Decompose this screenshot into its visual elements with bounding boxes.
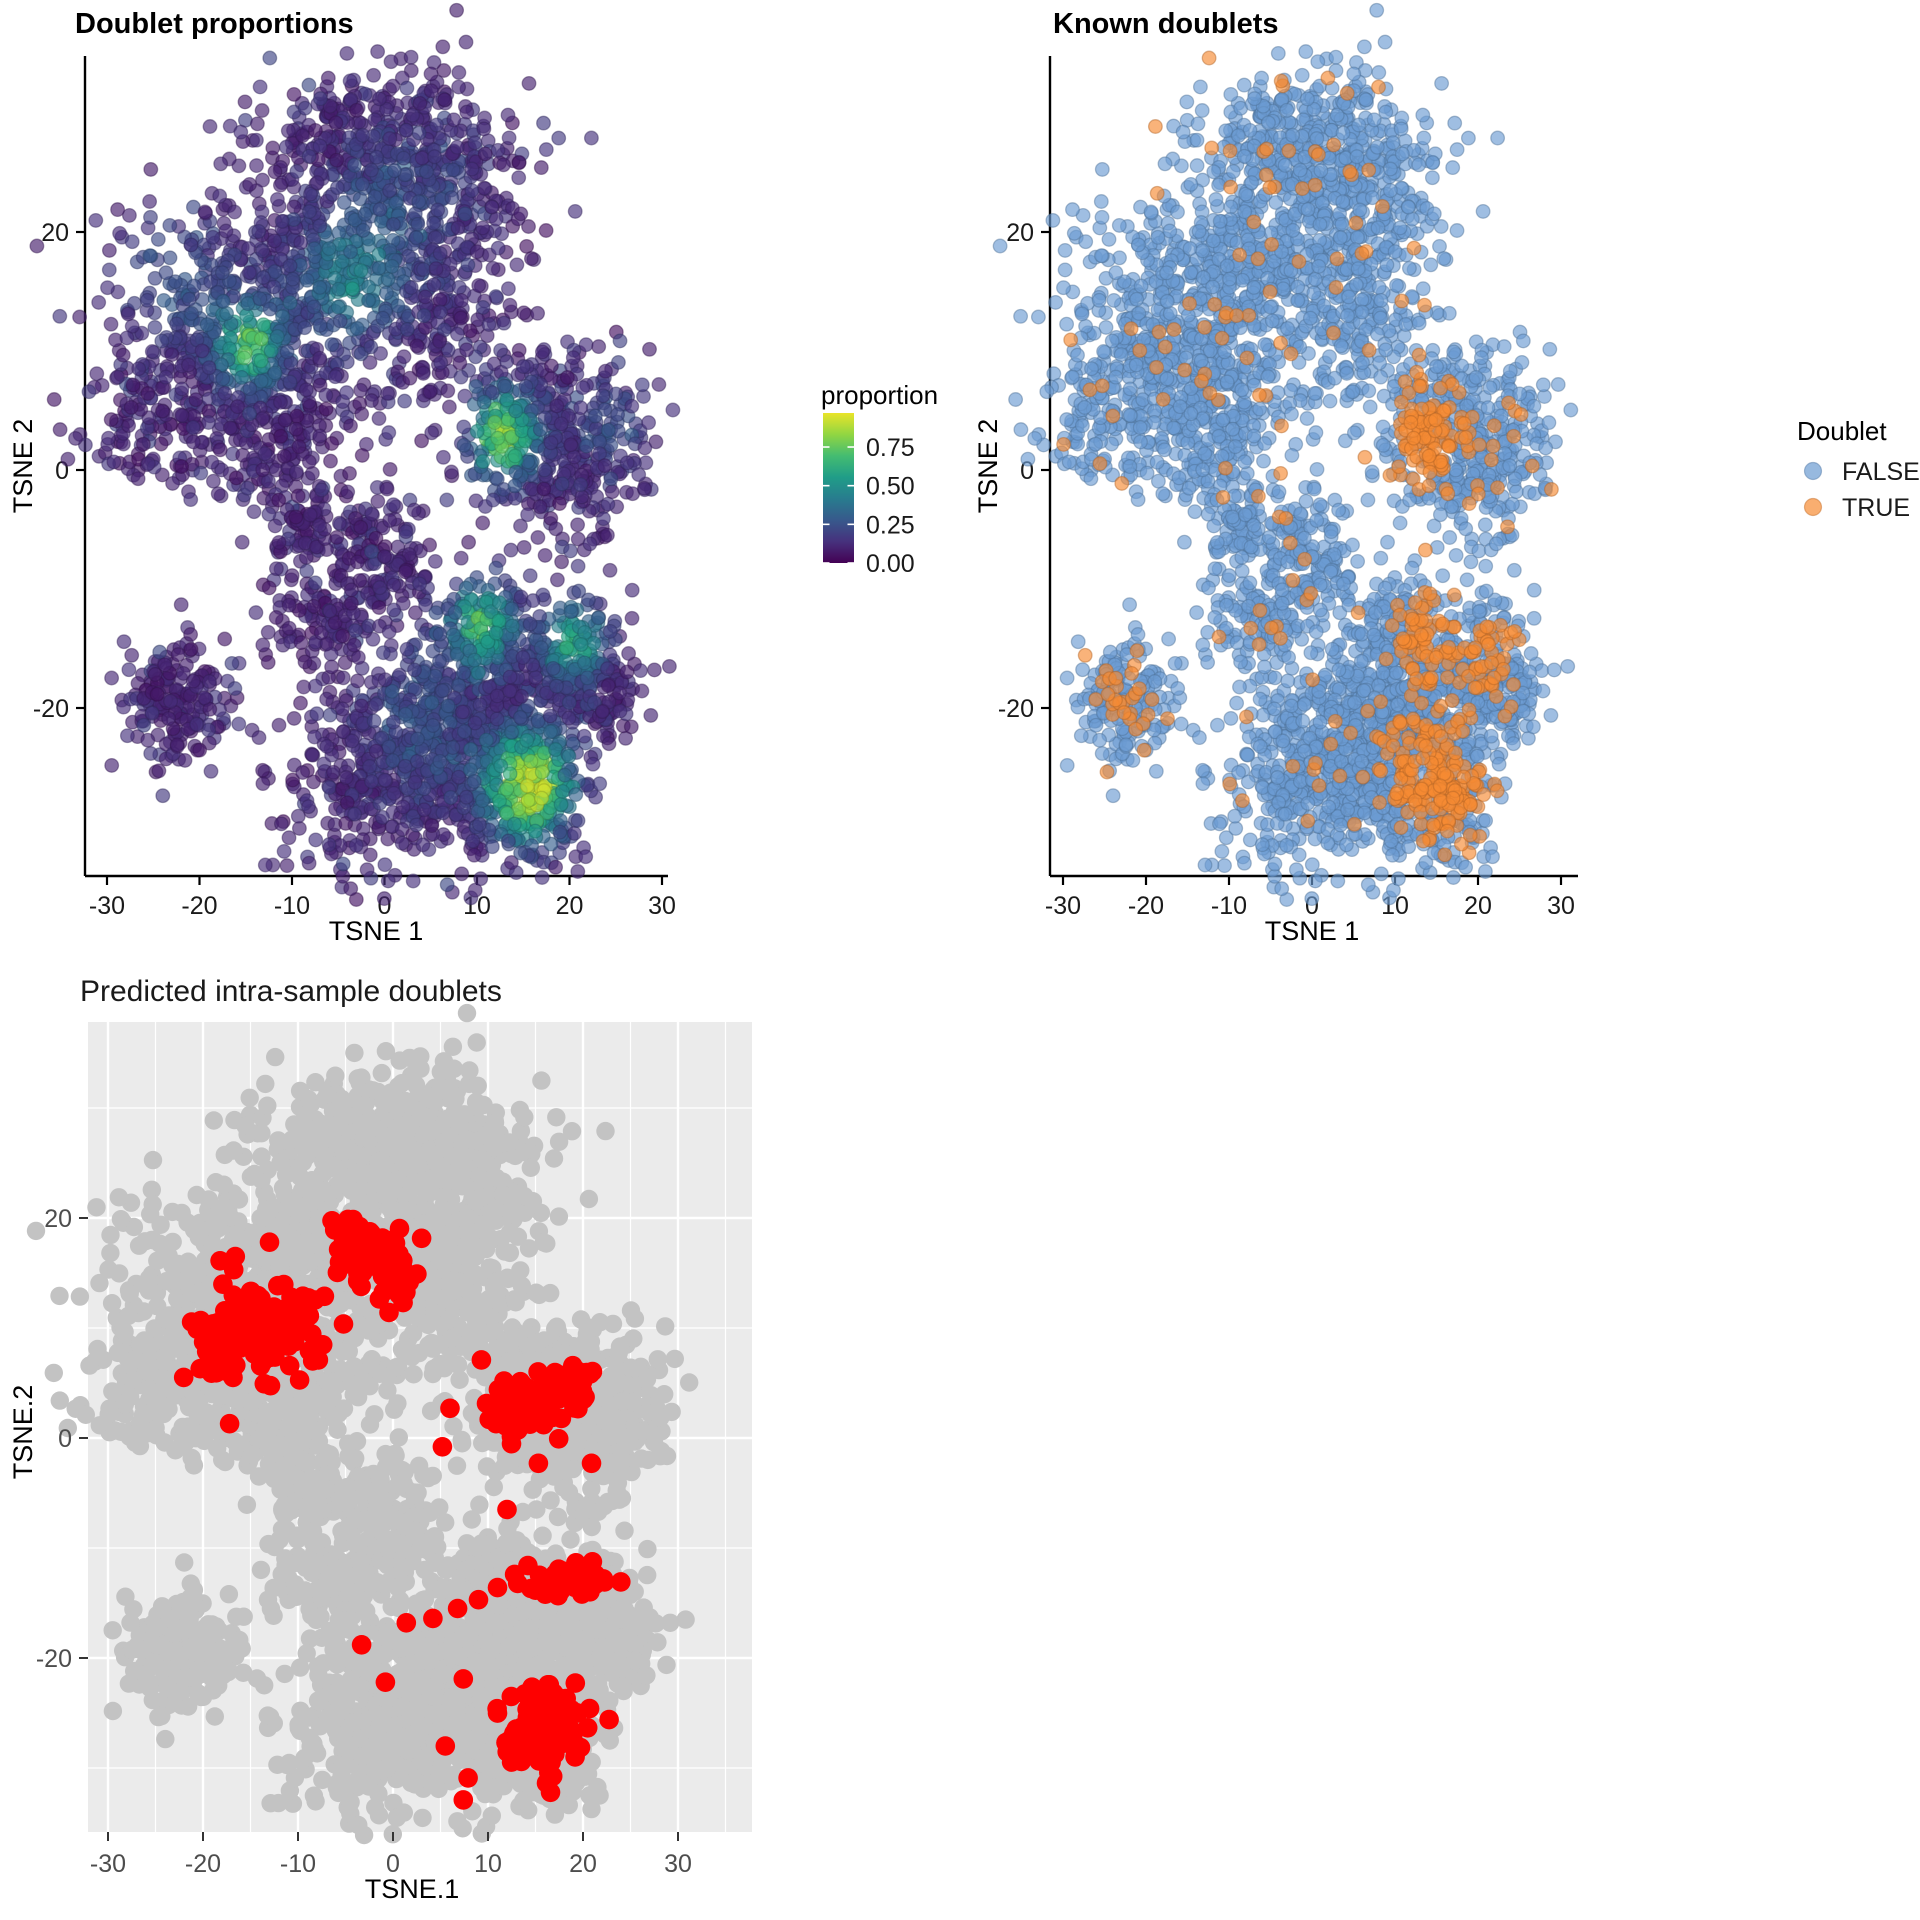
svg-text:-20: -20 (33, 695, 69, 723)
svg-text:-10: -10 (1211, 892, 1247, 920)
plot3-y-axis-title: TSNE.2 (8, 1385, 38, 1480)
svg-text:30: 30 (1547, 892, 1575, 920)
plot2-points-layer (992, 2, 1579, 907)
svg-text:-20: -20 (998, 695, 1034, 723)
plot1-x-axis-title: TSNE 1 (329, 916, 424, 946)
svg-text:-10: -10 (274, 892, 310, 920)
svg-text:0.25: 0.25 (866, 511, 915, 539)
svg-text:0.00: 0.00 (866, 550, 915, 578)
plot3-title: Predicted intra-sample doublets (80, 975, 502, 1008)
svg-text:20: 20 (41, 219, 69, 247)
svg-text:-20: -20 (1128, 892, 1164, 920)
svg-text:30: 30 (648, 892, 676, 920)
plot1-legend-title: proportion (821, 380, 938, 410)
plot-predicted-doublets: Predicted intra-sample doublets -30 -20 -1… (8, 975, 752, 1904)
plot1-title: Doublet proportions (75, 8, 354, 40)
plot3-red-points-layer (173, 1209, 631, 1810)
svg-text:-30: -30 (89, 892, 125, 920)
colorbar (823, 413, 854, 563)
svg-text:0.75: 0.75 (866, 434, 915, 462)
plot2-y-axis-title: TSNE 2 (973, 419, 1003, 514)
svg-text:20: 20 (556, 892, 584, 920)
svg-text:20: 20 (1006, 219, 1034, 247)
colorbar-ticks: 0.75 0.50 0.25 0.00 (823, 434, 915, 578)
plot1-colorbar-legend: proportion 0.75 0.50 0.25 0.00 (821, 380, 938, 578)
svg-text:-30: -30 (1045, 892, 1081, 920)
plot2-x-axis-title: TSNE 1 (1265, 916, 1360, 946)
plot1-points-layer (29, 2, 681, 907)
plot-doublet-proportions: Doublet proportions -30-20-100102030-200… (8, 2, 938, 946)
svg-text:-20: -20 (181, 892, 217, 920)
plot1-y-axis-title: TSNE 2 (8, 419, 38, 514)
svg-text:0.50: 0.50 (866, 473, 915, 501)
plot2-title: Known doublets (1053, 8, 1279, 40)
plot2-legend-title: Doublet (1797, 416, 1887, 446)
svg-text:20: 20 (1464, 892, 1492, 920)
plot3-x-axis-title: TSNE.1 (365, 1874, 460, 1904)
